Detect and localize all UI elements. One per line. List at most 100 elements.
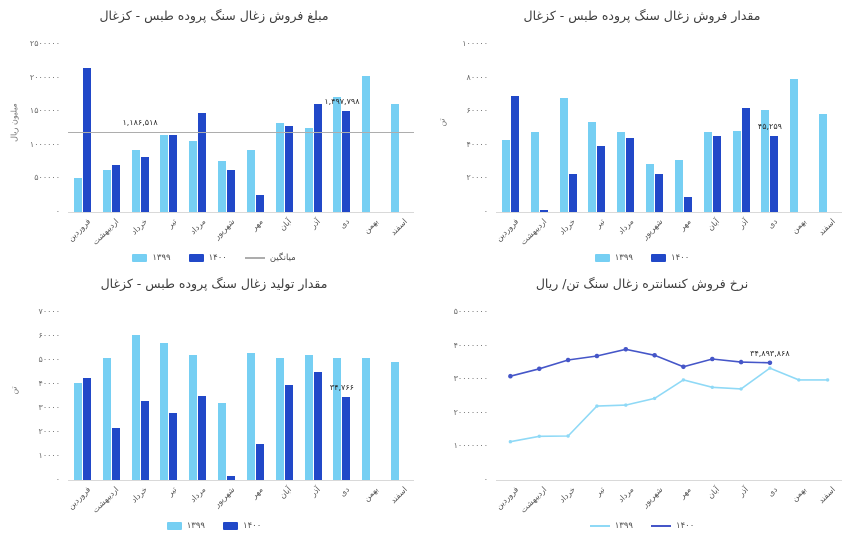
x-tick-label: آبان [706,485,722,501]
bar-series-۱۳۹۹ [333,97,342,212]
bar-series-۱۴۰۰ [284,385,293,480]
data-point [825,378,830,382]
data-point [738,359,744,365]
bar-series-۱۴۰۰ [111,428,120,480]
bar-series-۱۴۰۰ [140,400,149,480]
y-tick-label: ۲۰۰۰۰ [38,427,60,436]
y-tick-label: ۵۰۰۰۰۰۰۰ [453,307,488,316]
x-tick-label: آبان [278,217,294,233]
bar-series-۱۴۰۰ [82,68,91,212]
legend-swatch [589,525,610,527]
x-axis-line [496,212,842,213]
legend-item: ۱۳۹۹ [132,253,171,263]
x-tick-label: اردیبهشت [518,485,549,515]
x-tick-label: خرداد [129,485,150,505]
legend-swatch [166,522,182,530]
series-line-۱۳۹۹ [510,367,828,443]
data-point [652,396,657,401]
data-point [508,373,513,379]
chart-production-quantity: مقدار تولید زغال سنگ پروده طبس - کزغال ت… [0,268,428,536]
x-tick-label: بهمن [361,217,381,236]
x-tick-label: خرداد [557,485,578,505]
y-tick-label: ۴۰۰۰۰۰۰۰ [453,340,488,350]
y-tick-label: ۰ [55,207,60,216]
x-tick-label: اردیبهشت [90,217,121,247]
bar-series-۱۴۰۰ [169,134,178,212]
bar-series-۱۳۹۹ [131,334,140,480]
y-axis-title: میلیون ریال [9,103,19,142]
legend-label: ۱۴۰۰ [676,521,695,531]
x-tick-label: دی [337,217,352,231]
chart-legend: ۱۳۹۹ ۱۴۰۰ [0,521,428,531]
series-line-۱۴۰۰ [510,348,770,377]
bar-series-۱۳۹۹ [73,382,82,480]
bar-series-۱۴۰۰ [313,372,322,480]
x-tick-label: آبان [706,217,722,233]
x-tick-label: آذر [737,217,751,231]
y-tick-label: ۱۰۰۰۰۰۰ [29,139,60,149]
bar-series-۱۴۰۰ [770,135,779,212]
data-point [624,403,628,407]
data-label: ۱,۴۹۷,۷۹۸ [324,97,360,107]
bar-series-۱۴۰۰ [198,112,207,212]
x-tick-label: مهر [677,485,693,501]
bar-series-۱۳۹۹ [588,122,597,212]
bar-series-۱۴۰۰ [140,156,149,212]
bar-series-۱۳۹۹ [102,357,111,480]
bar-series-۱۳۹۹ [501,139,510,212]
x-tick-label: اسفند [816,485,837,506]
x-tick-label: فروردین [65,485,92,512]
data-point [565,357,571,363]
x-tick-label: فروردین [493,485,520,512]
legend-item: ۱۴۰۰ [651,253,689,263]
bar-series-۱۳۹۹ [102,170,111,212]
bar-series-۱۳۹۹ [391,104,400,212]
bar-series-۱۳۹۹ [275,357,284,480]
chart-legend: ۱۳۹۹ ۱۴۰۰ [428,253,856,263]
bar-series-۱۳۹۹ [674,159,683,212]
chart-title: مقدار تولید زغال سنگ پروده طبس - کزغال [100,276,328,291]
bar-series-۱۳۹۹ [189,141,198,212]
chart-title: مبلغ فروش زغال سنگ پروده طبس - کزغال [99,8,329,23]
bar-series-۱۳۹۹ [304,128,313,212]
bar-series-۱۴۰۰ [284,125,293,212]
legend-item: ۱۳۹۹ [594,253,633,263]
x-tick-label: آذر [309,485,323,499]
legend-item: ۱۴۰۰ [223,521,261,531]
legend-label: ۱۴۰۰ [243,521,262,531]
legend-swatch [188,254,204,262]
bar-series-۱۳۹۹ [73,178,82,212]
bar-series-۱۳۹۹ [790,79,799,212]
y-tick-label: ۱۰۰۰۰ [38,451,60,460]
chart-legend: ۱۳۹۹ ۱۴۰۰ میانگین [0,253,428,263]
bar-series-۱۳۹۹ [160,343,169,480]
legend-label: میانگین [269,253,296,263]
bar-series-۱۴۰۰ [255,194,264,212]
y-tick-label: ۳۰۰۰۰ [38,403,60,412]
y-tick-label: ۴۰۰۰۰ [466,139,488,149]
x-tick-label: مهر [249,217,265,233]
x-tick-label: فروردین [493,217,520,244]
bar-series-۱۴۰۰ [111,164,120,212]
bar-series-۱۳۹۹ [333,357,342,480]
legend-item: ۱۴۰۰ [188,253,227,263]
bar-series-۱۳۹۹ [189,355,198,480]
bar-series-۱۳۹۹ [559,97,568,212]
line-plot [508,347,830,444]
bar-series-۱۴۰۰ [82,378,91,480]
legend-label: ۱۳۹۹ [186,521,205,531]
data-point [797,378,801,382]
bar-series-۱۳۹۹ [530,132,539,212]
data-point [710,356,715,362]
bar-series-۱۴۰۰ [169,412,178,480]
legend-label: ۱۴۰۰ [208,253,227,263]
x-tick-label: اسفند [816,217,837,238]
x-tick-label: بهمن [361,485,381,504]
x-tick-label: آذر [309,217,323,231]
x-tick-label: تیر [165,485,179,498]
legend-label: ۱۴۰۰ [671,253,690,263]
bar-series-۱۳۹۹ [703,132,712,212]
data-point [566,434,570,438]
bar-series-۱۴۰۰ [597,145,606,212]
x-tick-label: دی [337,485,352,499]
